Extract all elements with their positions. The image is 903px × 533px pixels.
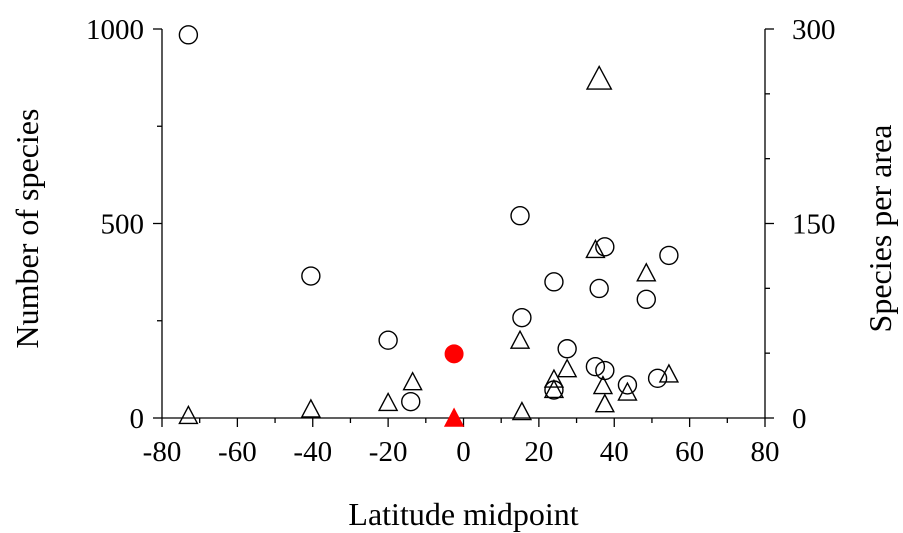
circle-point [178, 25, 199, 45]
x-tick-label: -60 [218, 436, 257, 468]
circle-point [636, 289, 656, 310]
triangle-point [636, 262, 657, 282]
y-right-tick-label: 0 [792, 403, 807, 435]
x-tick-label: 60 [675, 436, 704, 468]
circle-point [595, 237, 615, 257]
circle-point [659, 245, 679, 266]
circle-point [301, 266, 321, 286]
highlight-triangle-point [443, 407, 465, 427]
circle-point [401, 391, 421, 412]
triangle-point [585, 238, 606, 259]
x-tick-label: 0 [456, 436, 471, 468]
triangle-point [594, 393, 615, 413]
circle-point [544, 380, 564, 400]
ticks: -80 -60 -40 -20 0 20 40 60 80 0 500 1000 0 150 300 [86, 14, 836, 468]
y-left-tick-label: 0 [130, 403, 145, 435]
x-tick-label: -40 [293, 436, 332, 468]
circle-point [585, 356, 606, 377]
circle-point [557, 339, 577, 359]
triangle-point [556, 358, 578, 378]
x-axis-title: Latitude midpoint [348, 496, 578, 532]
triangle-point [585, 64, 613, 90]
x-tick-label: 40 [600, 436, 629, 468]
triangle-point [592, 375, 614, 395]
x-tick-label: 20 [524, 436, 553, 468]
y-axis-left-title: Number of species [9, 109, 45, 349]
triangle-point [543, 368, 565, 388]
triangle-point [300, 398, 322, 418]
x-tick-label: -80 [143, 436, 182, 468]
highlight-circle-point [444, 344, 464, 364]
triangle-point [658, 363, 680, 383]
data-points [178, 25, 680, 427]
circle-point [617, 375, 638, 395]
circle-point [647, 368, 668, 389]
y-right-tick-label: 300 [792, 14, 836, 46]
x-tick-label: 80 [751, 436, 780, 468]
circle-point [512, 307, 532, 328]
y-left-tick-label: 500 [101, 209, 145, 241]
y-right-tick-label: 150 [792, 209, 836, 241]
circle-point [510, 206, 530, 226]
y-axis-right-title: Species per area [862, 125, 898, 333]
triangle-point [377, 391, 399, 412]
y-left-tick-label: 1000 [86, 14, 144, 46]
triangle-point [402, 371, 423, 391]
triangle-point [509, 329, 531, 349]
triangle-point [511, 401, 533, 421]
circle-point [544, 272, 564, 292]
circle-point [595, 360, 615, 381]
x-tick-label: -20 [369, 436, 408, 468]
circle-point [589, 278, 609, 299]
axes [161, 29, 766, 419]
triangle-point [617, 381, 638, 401]
triangle-point [543, 378, 565, 399]
triangle-point [178, 404, 199, 425]
circle-point [378, 330, 398, 350]
